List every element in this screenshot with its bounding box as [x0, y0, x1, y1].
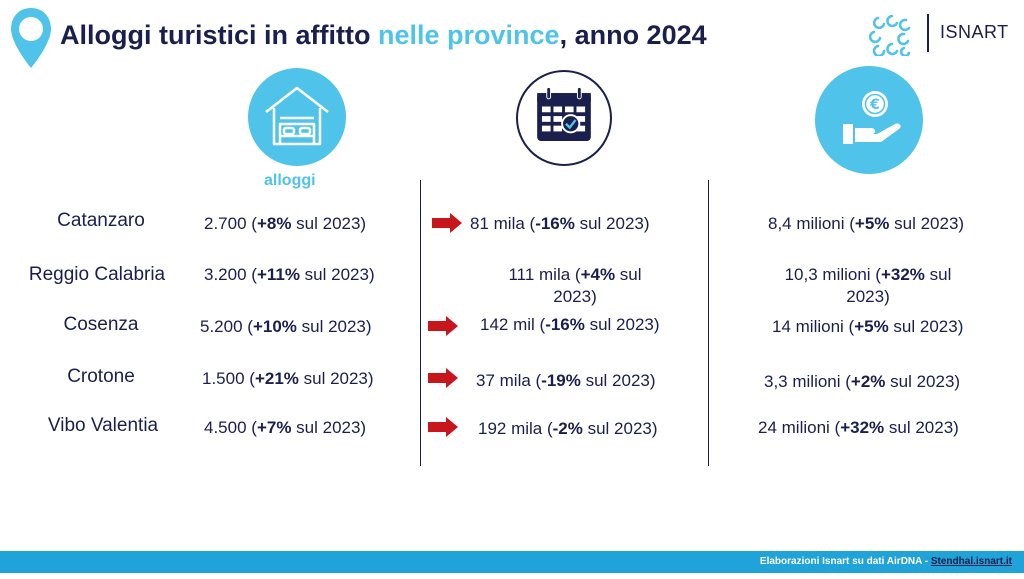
red-arrow-right-icon [428, 316, 458, 336]
calendar-circle [516, 70, 612, 166]
calendar-check-icon [537, 86, 591, 141]
column-divider [708, 180, 709, 466]
alloggi-value: 5.200 (+10% sul 2023) [200, 317, 372, 336]
footer-link[interactable]: Stendhal.isnart.it [930, 556, 1012, 567]
alloggi-value: 1.500 (+21% sul 2023) [202, 369, 374, 388]
hand-euro-coin-icon: € [843, 91, 901, 144]
logo-divider [927, 14, 929, 52]
nights-value: 142 mil (-16% sul 2023) [480, 315, 660, 334]
nights-value: 37 mila (-19% sul 2023) [476, 371, 656, 390]
nights-value: 81 mila (-16% sul 2023) [470, 214, 650, 233]
province-reggio-calabria: Reggio Calabria [28, 264, 166, 285]
isnart-logo-icon [868, 14, 911, 56]
province-cosenza: Cosenza [63, 314, 139, 335]
revenue-circle: € [815, 66, 923, 174]
red-arrow-right-icon [432, 213, 462, 233]
location-pin-icon [11, 8, 51, 68]
nights-value: 111 mila (+4% sul 2023) [508, 265, 642, 306]
house-bed-icon [265, 86, 329, 146]
red-arrow-right-icon [428, 368, 458, 388]
revenue-value: 14 milioni (+5% sul 2023) [772, 317, 964, 336]
revenue-value: 24 milioni (+32% sul 2023) [758, 418, 959, 437]
alloggi-circle [248, 68, 346, 166]
column-label-alloggi: alloggi [264, 172, 316, 189]
footer-bar: Elaborazioni Isnart su dati AirDNA - Ste… [0, 551, 1024, 573]
revenue-value: 3,3 milioni (+2% sul 2023) [764, 372, 961, 391]
nights-value: 192 mila (-2% sul 2023) [478, 419, 658, 438]
province-catanzaro: Catanzaro [57, 210, 145, 231]
alloggi-value: 4.500 (+7% sul 2023) [204, 418, 367, 437]
province-crotone: Crotone [67, 366, 135, 387]
footer-source: Elaborazioni Isnart su dati AirDNA - Ste… [759, 556, 1012, 567]
red-arrow-right-icon [428, 417, 458, 437]
province-vibo-valentia: Vibo Valentia [47, 415, 159, 436]
revenue-value: 10,3 milioni (+32% sul 2023) [784, 265, 952, 306]
column-divider [420, 180, 421, 466]
svg-text:€: € [869, 97, 880, 113]
page-title: Alloggi turistici in affitto nelle provi… [60, 20, 707, 50]
alloggi-value: 2.700 (+8% sul 2023) [204, 214, 367, 233]
title-accent: nelle province [377, 20, 560, 50]
logo-text: ISNART [940, 22, 1009, 42]
revenue-value: 8,4 milioni (+5% sul 2023) [768, 214, 965, 233]
alloggi-value: 3.200 (+11% sul 2023) [204, 265, 375, 284]
